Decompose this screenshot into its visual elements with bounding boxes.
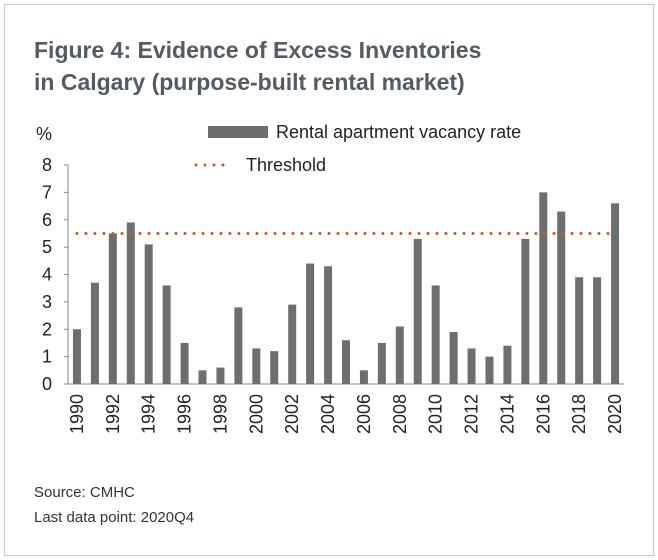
bar [611, 203, 620, 384]
chart-title: Figure 4: Evidence of Excess Inventories [34, 37, 481, 63]
y-tick-label: 4 [42, 265, 52, 285]
bar [521, 238, 530, 384]
x-tick-label: 2002 [282, 394, 302, 434]
chart-title: in Calgary (purpose-built rental market) [34, 69, 465, 95]
bar [234, 307, 243, 384]
x-tick-label: 1992 [103, 394, 123, 434]
bar [252, 348, 261, 384]
x-tick-label: 2010 [426, 394, 446, 434]
x-tick-label: 2012 [462, 394, 482, 434]
x-tick-label: 1990 [67, 394, 87, 434]
bar [485, 356, 494, 384]
x-tick-label: 2014 [497, 394, 517, 434]
y-axis-label: % [36, 124, 52, 144]
y-tick-label: 5 [42, 237, 52, 257]
x-tick-label: 2000 [246, 394, 266, 434]
bar [198, 370, 207, 384]
legend-label: Rental apartment vacancy rate [276, 122, 521, 142]
x-tick-label: 2016 [533, 394, 553, 434]
bar [503, 345, 512, 384]
x-tick-label: 2006 [354, 394, 374, 434]
bar [270, 351, 279, 384]
bar [377, 342, 386, 384]
bar [108, 233, 117, 384]
bar [593, 277, 602, 384]
y-tick-label: 7 [42, 182, 52, 202]
y-tick-label: 2 [42, 319, 52, 339]
bar [288, 304, 297, 384]
y-tick-label: 6 [42, 210, 52, 230]
source-note: Source: CMHC [34, 484, 135, 501]
bar [359, 370, 368, 384]
y-tick-label: 8 [42, 155, 52, 175]
x-tick-label: 2008 [390, 394, 410, 434]
x-tick-label: 2018 [569, 394, 589, 434]
bar [342, 340, 350, 384]
bar [413, 238, 422, 384]
bar [539, 192, 548, 384]
x-tick-label: 2020 [605, 394, 625, 434]
x-tick-label: 1998 [210, 394, 230, 434]
bar [324, 266, 333, 384]
bar [467, 348, 476, 384]
x-tick-label: 1996 [175, 394, 195, 434]
bar [90, 282, 99, 384]
x-tick-label: 1994 [139, 394, 159, 434]
bar [575, 277, 584, 384]
bar [216, 367, 225, 384]
card-border [4, 4, 654, 556]
y-tick-label: 3 [42, 292, 52, 312]
bar [557, 211, 566, 384]
bar [306, 263, 315, 384]
legend-label: Threshold [246, 155, 326, 175]
bar [180, 342, 189, 384]
source-note: Last data point: 2020Q4 [34, 509, 194, 526]
bar [162, 285, 171, 384]
bar [72, 329, 81, 384]
bar [431, 285, 440, 384]
bar [126, 222, 135, 384]
x-tick-label: 2004 [318, 394, 338, 434]
legend-swatch [208, 126, 268, 138]
bar [449, 331, 458, 384]
bar [144, 244, 153, 384]
y-tick-label: 0 [42, 374, 52, 394]
y-tick-label: 1 [42, 347, 52, 367]
bar [395, 326, 404, 384]
